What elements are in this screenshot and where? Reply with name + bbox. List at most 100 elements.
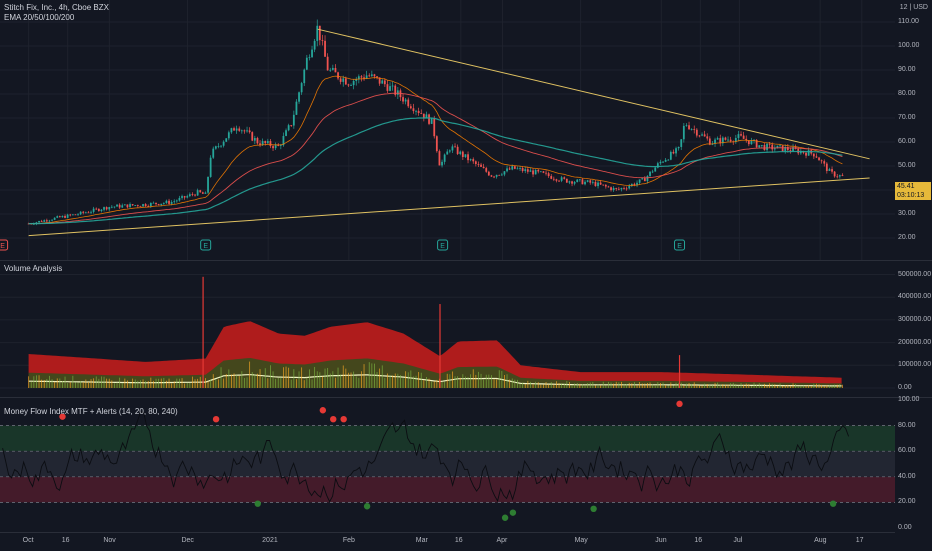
candle-body xyxy=(656,163,659,168)
candle-body xyxy=(126,204,129,208)
candle-body xyxy=(789,150,792,152)
candle-body xyxy=(612,188,615,191)
candle-body xyxy=(558,180,560,182)
candle-body xyxy=(641,178,644,180)
candle-body xyxy=(368,75,371,77)
mfi-pane[interactable] xyxy=(0,398,895,532)
candle-body xyxy=(719,138,722,144)
candle-body xyxy=(706,136,709,139)
candle-body xyxy=(675,148,677,154)
candle-body xyxy=(66,214,69,218)
candle-body xyxy=(737,134,740,138)
candle-body xyxy=(578,179,581,181)
overbought-signal xyxy=(340,416,347,423)
candle-body xyxy=(381,80,384,84)
currency-label[interactable]: 12 | USD xyxy=(899,4,928,11)
candle-body xyxy=(825,163,828,171)
candle-body xyxy=(485,168,488,172)
candle-body xyxy=(313,40,316,50)
candle-body xyxy=(417,110,420,114)
pane-divider[interactable] xyxy=(0,397,932,398)
candle-body xyxy=(412,108,415,112)
time-label: 2021 xyxy=(262,537,278,544)
candle-body xyxy=(526,169,529,172)
candle-body xyxy=(446,151,449,155)
candle-body xyxy=(100,209,103,212)
candle-body xyxy=(157,204,160,205)
oversold-signal xyxy=(501,514,509,521)
last-price-tag: 45.41 03:10:13 xyxy=(895,182,931,200)
candle-body xyxy=(53,217,56,220)
volume-pane[interactable] xyxy=(0,261,895,397)
candle-body xyxy=(256,138,259,144)
candle-body xyxy=(740,134,742,136)
mfi-axis[interactable]: 100.00 80.00 60.00 40.00 20.00 0.00 xyxy=(895,396,932,532)
candle-body xyxy=(199,190,202,193)
volume-axis[interactable]: 500000.00 400000.00 300000.00 200000.00 1000… xyxy=(895,261,932,397)
time-label: Mar xyxy=(415,537,428,544)
oversold-signal xyxy=(363,503,371,510)
candle-body xyxy=(318,25,321,41)
candle-body xyxy=(745,138,748,141)
candle-body xyxy=(357,76,360,80)
candle-body xyxy=(628,185,631,189)
candle-body xyxy=(438,151,441,166)
candle-body xyxy=(495,174,498,177)
candle-body xyxy=(402,97,404,102)
mfi-chart[interactable] xyxy=(0,398,895,532)
earnings-label: E xyxy=(677,243,682,250)
candle-body xyxy=(828,169,831,171)
time-label: Nov xyxy=(103,537,116,544)
volume-chart[interactable] xyxy=(0,261,895,397)
candle-body xyxy=(690,129,693,130)
candle-body xyxy=(571,181,573,184)
candle-body xyxy=(425,114,428,119)
candle-body xyxy=(695,129,698,136)
candle-body xyxy=(472,159,475,162)
candle-body xyxy=(503,171,506,175)
oversold-signal xyxy=(509,509,517,516)
time-axis[interactable]: Oct 16 Nov Dec 2021 Feb Mar 16 Apr May Jun 16 Jul Aug… xyxy=(0,532,895,551)
mfi-line xyxy=(2,411,850,503)
candle-body xyxy=(441,161,443,166)
trend-line xyxy=(317,28,870,160)
mfi-tick: 80.00 xyxy=(898,421,916,429)
candle-body xyxy=(792,147,794,152)
candle-body xyxy=(134,205,137,206)
candle-body xyxy=(480,164,482,167)
earnings-marker xyxy=(200,239,212,251)
neutral-zone xyxy=(0,451,895,477)
candle-body xyxy=(74,214,77,216)
candle-body xyxy=(623,188,625,189)
candle-body xyxy=(589,180,592,183)
candle-body xyxy=(519,168,521,169)
price-tick: 50.00 xyxy=(898,162,916,169)
symbol-legend: Stitch Fix, Inc., 4h, Cboe BZX EMA 20/50… xyxy=(4,3,109,23)
candle-body xyxy=(688,125,690,130)
time-label: 16 xyxy=(694,537,703,544)
candle-body xyxy=(584,181,586,185)
candle-body xyxy=(459,151,462,154)
candle-body xyxy=(750,140,753,145)
candle-body xyxy=(209,157,212,177)
price-tick: 100.00 xyxy=(898,42,920,49)
candle-body xyxy=(435,136,438,152)
mfi-tick: 60.00 xyxy=(898,447,916,455)
candle-body xyxy=(805,152,807,156)
mfi-tick: 0.00 xyxy=(898,524,912,531)
candle-body xyxy=(191,194,194,196)
price-axis[interactable]: 110.00100.0090.0080.0070.0060.0050.0040.… xyxy=(895,0,932,260)
candle-body xyxy=(721,137,724,144)
pane-divider[interactable] xyxy=(0,260,932,261)
candle-body xyxy=(784,147,787,152)
candle-body xyxy=(521,168,524,172)
candle-body xyxy=(204,192,207,194)
volume-tick: 400000.00 xyxy=(898,293,932,301)
candle-body xyxy=(779,145,781,147)
candle-body xyxy=(61,215,64,218)
candle-body xyxy=(305,57,308,70)
candle-body xyxy=(339,78,342,82)
candle-body xyxy=(498,174,501,176)
